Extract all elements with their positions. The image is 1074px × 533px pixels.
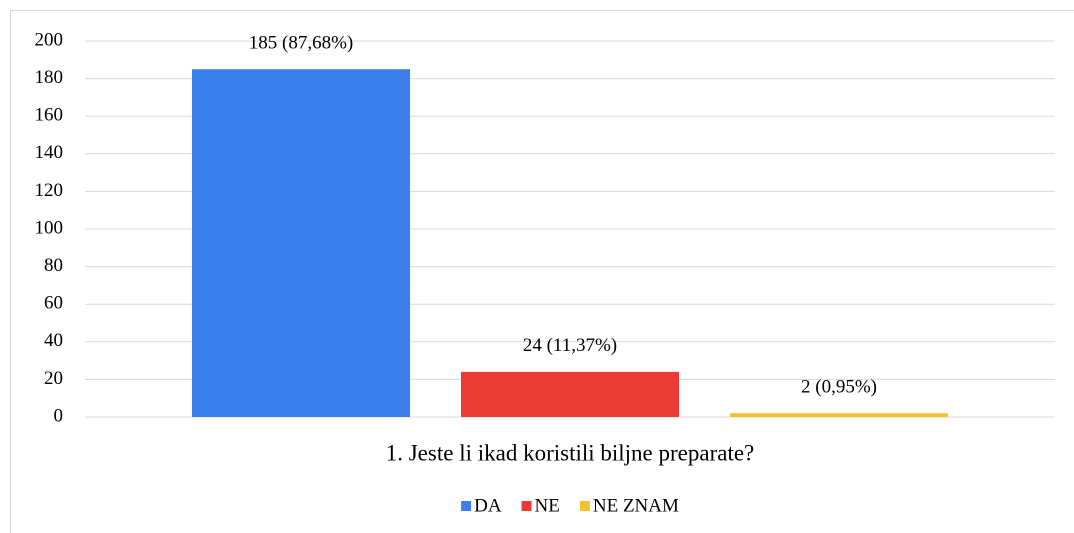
y-tick-label: 200	[35, 29, 64, 50]
y-tick-label: 0	[54, 405, 64, 426]
y-tick-label: 40	[44, 330, 63, 351]
bar	[461, 371, 679, 417]
bar	[730, 413, 948, 417]
y-tick-label: 20	[44, 368, 63, 389]
data-label: 2 (0,95%)	[801, 377, 877, 398]
legend-swatch	[521, 501, 532, 511]
x-tick-label: 1. Jeste li ikad koristili biljne prepar…	[386, 440, 755, 465]
bar	[192, 69, 410, 417]
y-tick-label: 140	[35, 142, 64, 163]
y-tick-label: 120	[35, 180, 64, 201]
y-tick-label: 180	[35, 67, 64, 88]
legend-swatch	[461, 501, 472, 511]
legend-swatch	[579, 501, 590, 511]
y-tick-label: 60	[44, 293, 63, 314]
data-label: 24 (11,37%)	[523, 335, 617, 356]
y-tick-label: 80	[44, 255, 63, 276]
chart-border	[10, 10, 1074, 533]
legend-label: NE ZNAM	[593, 495, 679, 516]
data-label: 185 (87,68%)	[249, 33, 353, 54]
y-tick-label: 100	[35, 217, 64, 238]
legend-label: DA	[474, 495, 502, 516]
y-tick-label: 160	[35, 105, 64, 126]
legend-label: NE	[535, 495, 560, 516]
